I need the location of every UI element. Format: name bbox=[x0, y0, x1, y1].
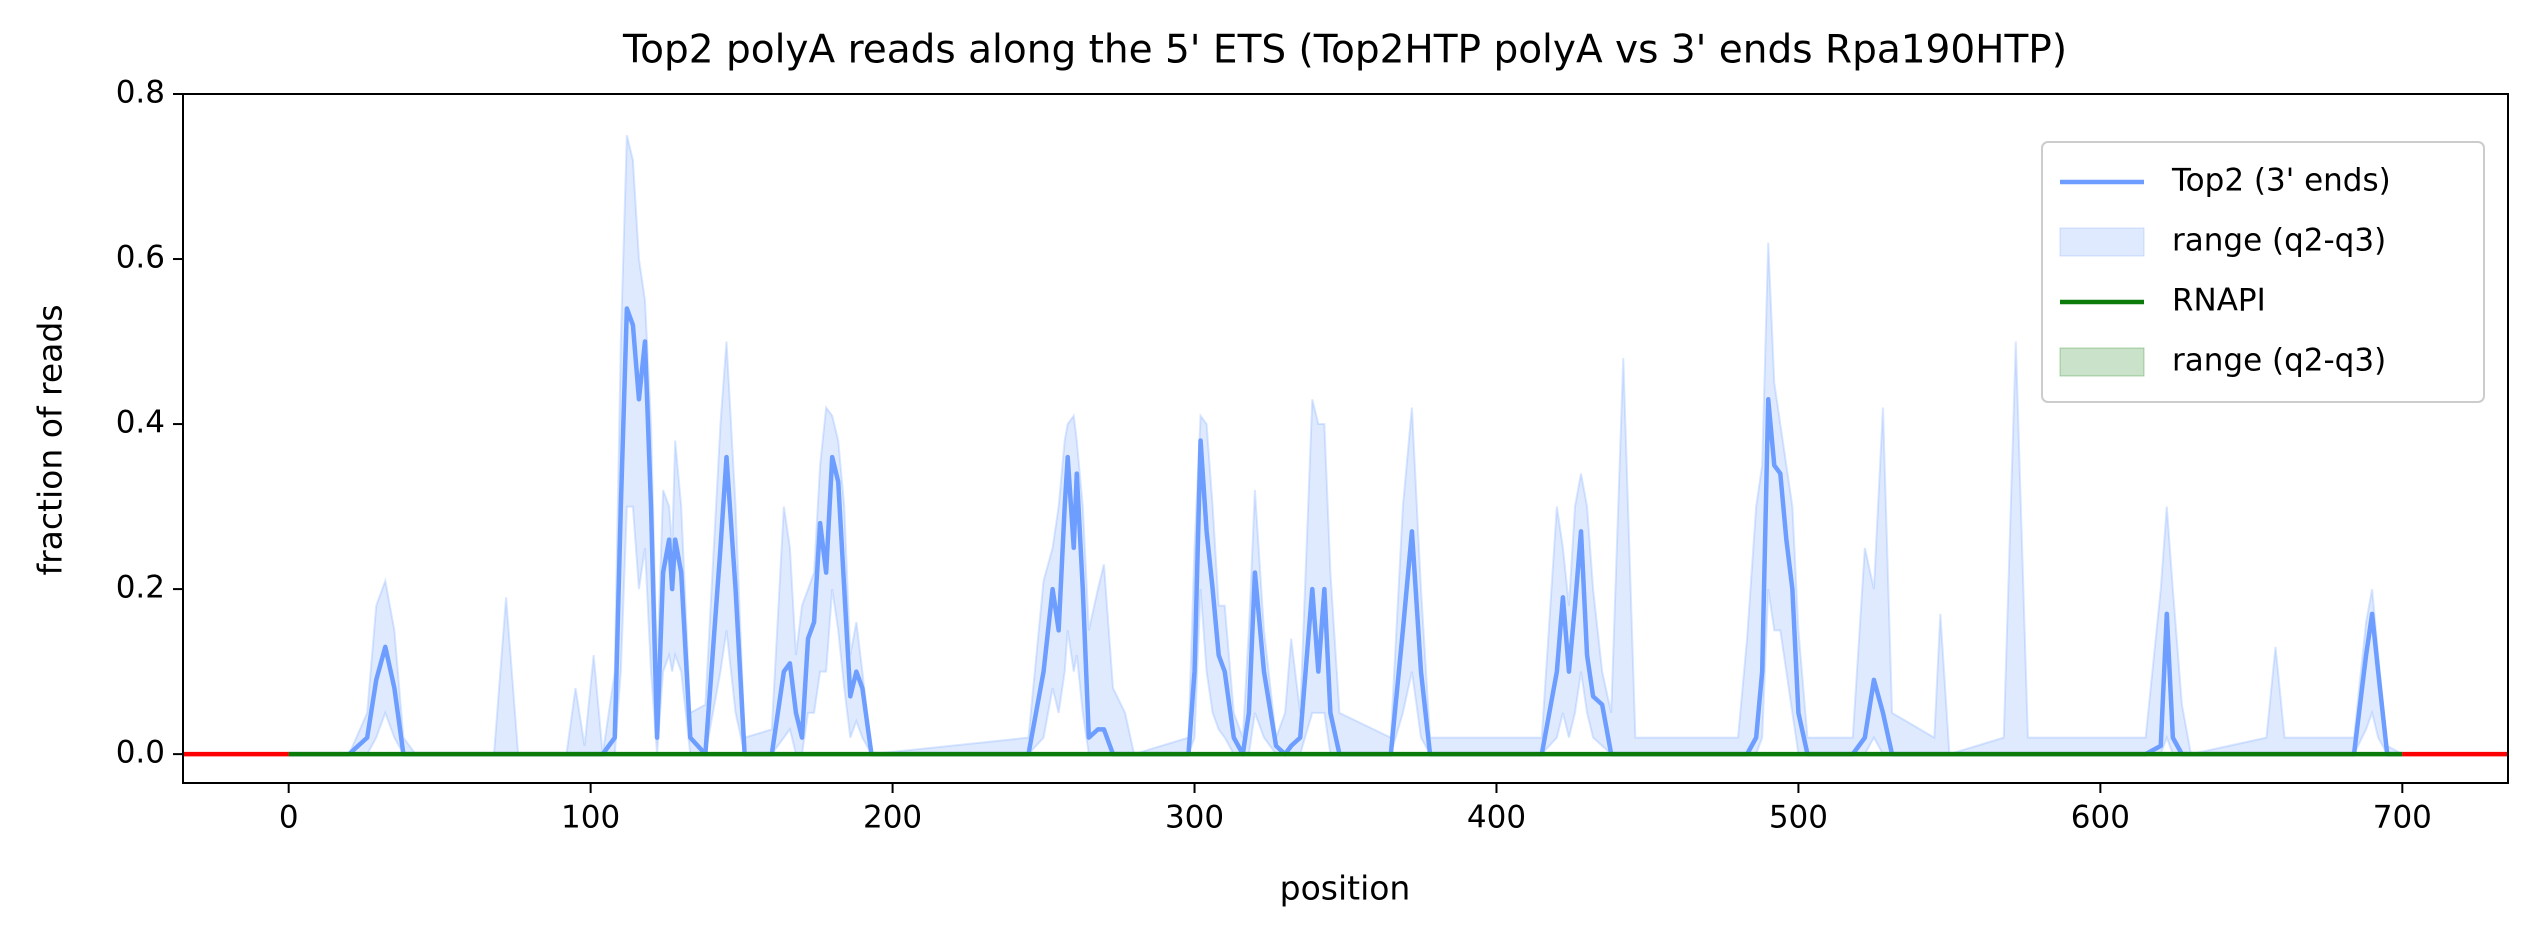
x-tick-label: 100 bbox=[561, 800, 620, 836]
y-tick-label: 0.6 bbox=[116, 240, 165, 276]
legend-label: range (q2-q3) bbox=[2172, 223, 2386, 259]
x-tick-label: 500 bbox=[1769, 800, 1828, 836]
legend-swatch bbox=[2059, 227, 2145, 257]
y-tick-label: 0.0 bbox=[116, 735, 165, 771]
legend-swatch bbox=[2059, 347, 2145, 377]
x-axis-label: position bbox=[1280, 869, 1411, 908]
x-tick-label: 200 bbox=[863, 800, 922, 836]
series-line bbox=[288, 306, 2403, 757]
legend-label: Top2 (3' ends) bbox=[2171, 163, 2391, 199]
x-tick-label: 0 bbox=[279, 800, 299, 836]
legend-box bbox=[2041, 141, 2485, 403]
axes-frame bbox=[182, 93, 2509, 784]
chart-title: Top2 polyA reads along the 5' ETS (Top2H… bbox=[622, 28, 2067, 73]
x-tick-label: 400 bbox=[1467, 800, 1526, 836]
x-tick-label: 300 bbox=[1165, 800, 1224, 836]
y-tick-label: 0.8 bbox=[116, 75, 165, 111]
y-tick-label: 0.4 bbox=[116, 405, 165, 441]
x-tick-label: 600 bbox=[2071, 800, 2130, 836]
y-axis-label: fraction of reads bbox=[31, 304, 70, 575]
y-tick-label: 0.2 bbox=[116, 570, 165, 606]
legend-label: range (q2-q3) bbox=[2172, 343, 2386, 379]
legend-label: RNAPI bbox=[2172, 283, 2266, 319]
plot-area bbox=[183, 135, 2508, 757]
x-tick-label: 700 bbox=[2373, 800, 2432, 836]
legend: Top2 (3' ends) range (q2-q3) RNAPI range (q… bbox=[2041, 141, 2485, 403]
